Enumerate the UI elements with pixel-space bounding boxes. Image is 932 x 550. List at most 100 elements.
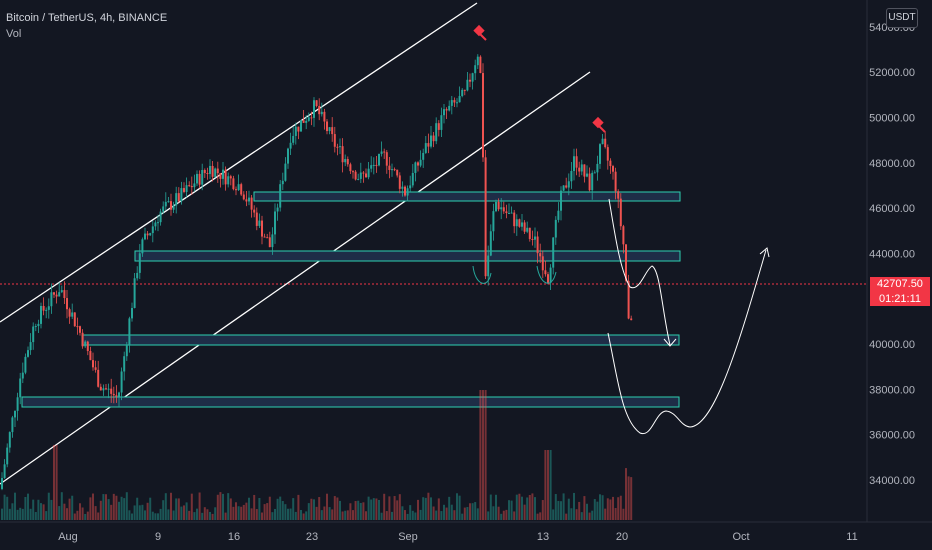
price-tick-label: 50000.00 [869,113,915,125]
candle-body [445,109,448,111]
candle-body [492,211,495,232]
currency-badge[interactable]: USDT [886,8,918,28]
volume-bar [154,513,157,520]
volume-bar [354,501,357,520]
candle-body [588,173,591,191]
volume-bar [320,510,323,520]
support-zone-37k[interactable] [21,396,680,408]
projection-arrow-down[interactable] [663,338,677,347]
volume-bar [66,508,68,520]
candle-body [261,220,263,237]
candle-body [27,350,29,357]
candle-body [14,410,16,418]
price-tick-label: 48000.00 [869,158,915,170]
projection-path-short[interactable] [608,198,671,346]
candle-body [627,280,630,319]
candle-body [123,356,126,372]
candle-body [107,388,110,390]
volume-bar [521,496,523,520]
projection-arrow-up[interactable] [759,247,770,258]
candle-body [214,168,217,177]
candle-body [68,309,71,317]
volume-label[interactable]: Vol [6,28,22,40]
volume-bar [240,506,243,520]
volume-bar [352,510,354,520]
candle-body [372,164,375,166]
candle-body [539,253,542,257]
volume-bar [573,492,575,520]
pin-marker-1[interactable] [473,24,487,41]
channel-lower-line[interactable] [0,71,591,485]
curved-arrow-left[interactable] [472,265,492,284]
volume-bar [469,503,471,520]
candle-body [463,89,466,91]
volume-bar [19,507,22,520]
price-tick-label: 34000.00 [869,475,915,487]
candle-body [365,173,367,178]
candle-body [580,164,583,172]
pin-marker-2[interactable] [592,116,606,133]
candle-body [294,126,297,136]
volume-bar [393,496,396,520]
candle-body [211,165,214,177]
candle-body [255,212,258,226]
candle-body [495,201,497,212]
curved-arrow-right[interactable] [536,265,557,284]
volume-bar [253,494,256,520]
candle-body [456,102,458,104]
candle-body [591,172,594,191]
volume-bar [323,506,326,520]
volume-bar [227,493,230,520]
candle-body [266,237,269,239]
candle-body [190,185,193,188]
volume-bar [372,498,375,520]
candle-body [601,138,604,145]
candle-body [448,105,451,111]
projection-path-long[interactable] [607,249,767,435]
volume-bar [331,509,334,520]
candle-body [614,171,617,192]
volume-bar [456,493,458,520]
candle-body [521,222,523,227]
candle-body [427,143,430,147]
volume-bar [102,494,105,520]
volume-bar [489,494,492,520]
volume-bar [427,492,430,520]
candle-body [76,326,79,328]
candle-body [502,207,505,212]
volume-bar [79,503,81,520]
candle-body [323,111,326,122]
volume-bar [162,500,165,520]
candle-body [404,186,406,196]
volume-bar [235,502,237,520]
volume-bar [406,513,409,520]
resistance-zone-44k[interactable] [134,250,681,262]
volume-bar [513,511,516,520]
candle-body [362,172,365,174]
time-axis-labels[interactable]: Aug 9 16 23 Sep 13 20 Oct 11 [58,531,858,543]
support-zone-40k[interactable] [81,334,680,346]
price-tick-label: 38000.00 [869,384,915,396]
candle-body [47,306,50,310]
candle-body [622,226,625,245]
candle-body [437,123,440,130]
candle-body [391,169,393,171]
candle-body [526,227,529,232]
candle-body [216,168,219,174]
candle-body [544,270,547,275]
volume-bar [398,494,401,520]
candle-body [554,219,557,238]
volume-bar [149,497,152,520]
volume-bar [349,503,352,520]
symbol-title[interactable]: Bitcoin / TetherUS, 4h, BINANCE [6,12,168,24]
volume-bar [508,500,510,520]
resistance-zone-46k[interactable] [253,191,681,202]
candle-body [45,309,48,311]
candle-body [144,233,146,240]
price-axis-labels[interactable]: 34000.00 36000.00 38000.00 40000.00 44000.00… [869,22,915,487]
candle-body [339,146,341,148]
candle-body [432,135,435,142]
channel-upper-line[interactable] [0,2,478,323]
